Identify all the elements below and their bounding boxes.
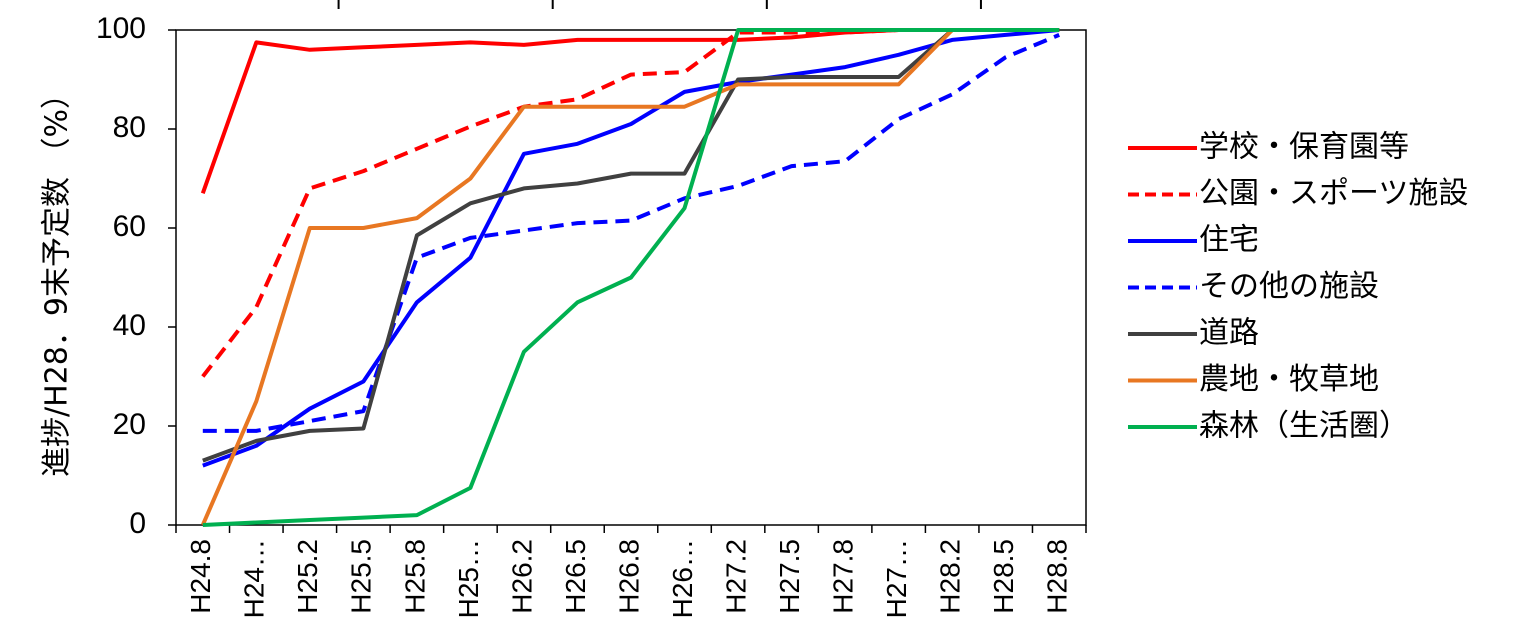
series-line <box>202 28 1060 468</box>
y-tick-label: 80 <box>113 111 146 144</box>
x-tick-label: H24… <box>239 539 270 618</box>
legend-label: 道路 <box>1199 316 1259 351</box>
series-line <box>202 28 1060 463</box>
y-tick-label: 60 <box>113 210 146 243</box>
x-tick-label: H26.5 <box>560 539 591 614</box>
x-tick-label: H27.8 <box>828 539 859 614</box>
top-tick-stubs <box>337 0 982 9</box>
legend-label: 住宅 <box>1199 223 1259 258</box>
x-tick-label: H25.5 <box>346 539 377 614</box>
legend-label: その他の施設 <box>1199 269 1379 304</box>
x-tick-label: H25.2 <box>292 539 323 614</box>
x-tick-label: H27… <box>881 539 912 618</box>
legend-label: 学校・保育園等 <box>1199 130 1409 165</box>
y-tick-label: 40 <box>113 309 146 342</box>
x-tick-label: H26.2 <box>506 539 537 614</box>
x-tick-label: H25.8 <box>399 539 430 614</box>
x-tick-label: H27.5 <box>774 539 805 614</box>
y-tick-label: 0 <box>129 507 146 540</box>
x-axis-ticks <box>175 525 1087 533</box>
plot-area: 0 20 40 60 80 100 <box>96 0 1087 540</box>
x-tick-label: H25… <box>453 539 484 618</box>
x-tick-label: H28.8 <box>1042 539 1073 614</box>
series-line <box>202 28 1060 527</box>
series-lines <box>200 28 1060 527</box>
series-line <box>200 28 1060 526</box>
y-axis: 0 20 40 60 80 100 <box>96 12 176 540</box>
legend-label: 農地・牧草地 <box>1199 362 1379 397</box>
y-axis-label: 進捗/H28．9末予定数 （%） <box>40 79 75 477</box>
y-tick-label: 20 <box>113 408 146 441</box>
x-tick-label: H26.8 <box>613 539 644 614</box>
legend-label: 公園・スポーツ施設 <box>1199 176 1468 211</box>
x-axis-tick-labels: H24.8 H24… H25.2 H25.5 H25.8 H25… H26.2 H26.5 H2… <box>185 539 1072 618</box>
legend-label: 森林（生活圏） <box>1199 409 1409 444</box>
y-tick-label: 100 <box>96 12 146 45</box>
x-tick-label: H24.8 <box>185 539 216 614</box>
series-line <box>202 33 1060 433</box>
x-tick-label: H28.2 <box>935 539 966 614</box>
x-tick-label: H27.2 <box>720 539 751 614</box>
x-tick-label: H28.5 <box>988 539 1019 614</box>
x-tick-label: H26… <box>667 539 698 618</box>
